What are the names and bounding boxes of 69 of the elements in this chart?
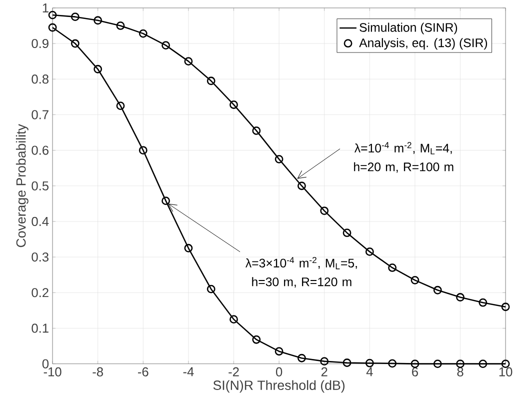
x-tick-label: -8 bbox=[92, 367, 103, 376]
point bbox=[252, 335, 261, 344]
point bbox=[274, 346, 284, 356]
point bbox=[48, 10, 57, 20]
point bbox=[478, 359, 488, 368]
point bbox=[433, 359, 442, 368]
y-tick-label: 0 bbox=[42, 359, 49, 368]
point bbox=[184, 56, 193, 66]
legend-label: Analysis, eq. (13) (SIR) bbox=[359, 38, 488, 50]
x-tick-label: 10 bbox=[499, 367, 512, 376]
point bbox=[501, 302, 510, 311]
point bbox=[48, 23, 57, 32]
point bbox=[116, 101, 125, 110]
legend-label: Simulation (SINR) bbox=[360, 22, 458, 34]
y-tick-label: 0.1 bbox=[32, 323, 48, 333]
x-tick-label: 0 bbox=[276, 367, 282, 376]
point bbox=[162, 196, 170, 205]
point bbox=[230, 100, 238, 109]
x-tick-label: -4 bbox=[183, 367, 194, 376]
point bbox=[456, 359, 464, 368]
y-tick-label: 0.6 bbox=[32, 146, 48, 155]
point bbox=[297, 181, 306, 190]
point bbox=[478, 298, 488, 307]
point bbox=[388, 263, 397, 272]
point bbox=[320, 356, 329, 366]
point bbox=[365, 358, 374, 368]
point bbox=[320, 206, 329, 215]
point bbox=[184, 244, 193, 252]
point bbox=[297, 354, 306, 362]
y-tick-label: 0.9 bbox=[32, 38, 48, 48]
point bbox=[365, 247, 374, 256]
y-tick-label: 0.4 bbox=[32, 216, 49, 226]
point bbox=[342, 358, 352, 367]
x-tick-label: 6 bbox=[412, 367, 418, 376]
point bbox=[342, 228, 352, 237]
y-tick-label: 1 bbox=[42, 3, 48, 12]
point bbox=[138, 146, 148, 154]
point bbox=[433, 286, 442, 294]
point bbox=[456, 292, 464, 302]
y-tick-label: 0.2 bbox=[32, 288, 48, 297]
point bbox=[162, 40, 170, 50]
point bbox=[230, 314, 238, 324]
x-tick-label: 8 bbox=[457, 367, 464, 376]
point bbox=[252, 126, 261, 135]
x-tick-label: -10 bbox=[44, 367, 62, 376]
point bbox=[94, 16, 102, 24]
point bbox=[388, 359, 397, 368]
y-tick-label: 0.5 bbox=[32, 181, 49, 190]
y-tick-label: 0.8 bbox=[32, 74, 48, 84]
y-tick-label: 0.7 bbox=[32, 110, 48, 120]
y-axis-title: Coverage Probability bbox=[16, 124, 28, 247]
x-tick-label: 4 bbox=[366, 367, 373, 376]
point bbox=[94, 64, 102, 74]
x-tick-label: 2 bbox=[321, 367, 328, 376]
point bbox=[410, 276, 420, 284]
point bbox=[274, 154, 284, 164]
y-tick-label: 0.3 bbox=[32, 252, 48, 262]
point bbox=[410, 359, 420, 368]
annotation: λ=3×10$^{-4}$ m$^{-2}$, M$_{L}$=5, h=30 m, R=120 m bbox=[246, 256, 357, 288]
annotation: λ=10$^{-4}$ m$^{-2}$, M$_{L}$=4, h=20 m, R=100 m bbox=[354, 142, 454, 173]
point bbox=[70, 39, 80, 48]
point bbox=[206, 76, 216, 85]
x-axis-title: SI(N)R Threshold (dB) bbox=[213, 380, 345, 392]
x-tick-label: -2 bbox=[228, 367, 239, 376]
point bbox=[206, 284, 216, 294]
point bbox=[70, 12, 80, 21]
point bbox=[116, 21, 125, 30]
x-tick-label: -6 bbox=[138, 367, 148, 376]
point bbox=[138, 29, 148, 38]
